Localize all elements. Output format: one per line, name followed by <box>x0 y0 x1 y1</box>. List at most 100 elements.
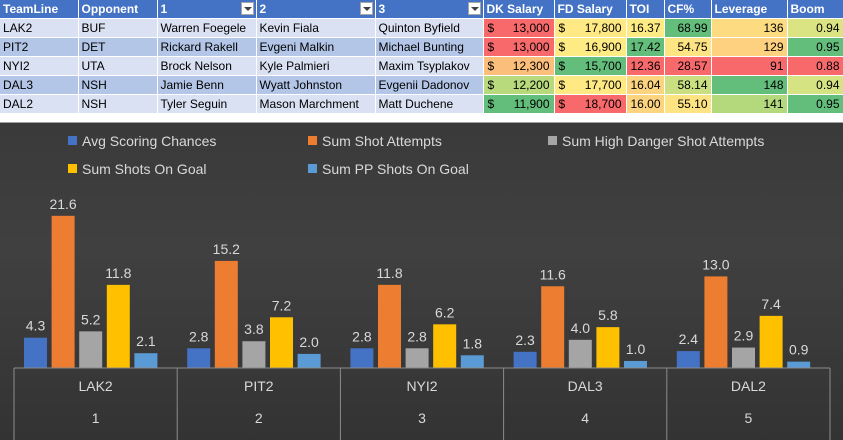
cell-boom[interactable]: 0.94 <box>787 75 843 95</box>
header-cf-pct[interactable]: CF% <box>664 0 712 19</box>
table-row[interactable]: PIT2 DET Rickard Rakell Evgeni Malkin Michae… <box>0 37 843 57</box>
cell-player-1[interactable]: Brock Nelson <box>157 56 257 76</box>
header-player-2[interactable]: 2 <box>256 0 376 19</box>
table-row[interactable]: DAL2 NSH Tyler Seguin Mason Marchment Matt D… <box>0 94 843 114</box>
cell-value: 13,000 <box>512 21 550 35</box>
cell-leverage[interactable]: 136 <box>711 18 788 38</box>
cell-opponent[interactable]: NSH <box>78 94 158 114</box>
cell-player-2[interactable]: Wyatt Johnston <box>256 75 376 95</box>
bar[interactable] <box>134 353 158 368</box>
cell-boom[interactable]: 0.95 <box>787 94 843 114</box>
cell-player-1[interactable]: Warren Foegele <box>157 18 257 38</box>
cell-player-1[interactable]: Tyler Seguin <box>157 94 257 114</box>
cell-boom[interactable]: 0.95 <box>787 37 843 57</box>
cell-teamline[interactable]: DAL2 <box>0 94 79 114</box>
filter-dropdown-icon[interactable] <box>240 2 254 15</box>
header-player-1[interactable]: 1 <box>157 0 257 19</box>
bar[interactable] <box>596 327 620 368</box>
cell-dk-salary[interactable]: $12,300 <box>483 56 555 76</box>
cell-fd-salary[interactable]: $18,700 <box>554 94 627 114</box>
cell-player-3[interactable]: Quinton Byfield <box>375 18 484 38</box>
cell-player-3[interactable]: Matt Duchene <box>375 94 484 114</box>
cell-toi[interactable]: 17.42 <box>626 37 665 57</box>
filter-dropdown-icon[interactable] <box>359 2 373 15</box>
cell-toi[interactable]: 12.36 <box>626 56 665 76</box>
bar[interactable] <box>242 341 266 368</box>
bar[interactable] <box>297 353 321 368</box>
cell-player-2[interactable]: Evgeni Malkin <box>256 37 376 57</box>
bar[interactable] <box>106 284 130 368</box>
cell-opponent[interactable]: NSH <box>78 75 158 95</box>
bar[interactable] <box>405 348 429 368</box>
bar[interactable] <box>79 331 103 368</box>
filter-dropdown-icon[interactable] <box>467 2 481 15</box>
cell-player-2[interactable]: Kyle Palmieri <box>256 56 376 76</box>
cell-player-3[interactable]: Maxim Tsyplakov <box>375 56 484 76</box>
cell-fd-salary[interactable]: $17,800 <box>554 18 627 38</box>
cell-leverage[interactable]: 129 <box>711 37 788 57</box>
bar[interactable] <box>460 355 484 368</box>
cell-opponent[interactable]: UTA <box>78 56 158 76</box>
bar[interactable] <box>187 348 211 368</box>
bar[interactable] <box>350 348 374 368</box>
cell-player-1[interactable]: Jamie Benn <box>157 75 257 95</box>
cell-cf-pct[interactable]: 68.99 <box>664 18 712 38</box>
cell-player-3[interactable]: Evgenii Dadonov <box>375 75 484 95</box>
cell-teamline[interactable]: PIT2 <box>0 37 79 57</box>
bar[interactable] <box>51 215 75 368</box>
cell-cf-pct[interactable]: 58.14 <box>664 75 712 95</box>
cell-cf-pct[interactable]: 28.57 <box>664 56 712 76</box>
cell-toi[interactable]: 16.00 <box>626 94 665 114</box>
cell-dk-salary[interactable]: $13,000 <box>483 18 555 38</box>
header-fd-salary[interactable]: FD Salary <box>554 0 627 19</box>
cell-leverage[interactable]: 141 <box>711 94 788 114</box>
cell-teamline[interactable]: NYI2 <box>0 56 79 76</box>
cell-dk-salary[interactable]: $11,900 <box>483 94 555 114</box>
cell-boom[interactable]: 0.88 <box>787 56 843 76</box>
header-dk-salary[interactable]: DK Salary <box>483 0 555 19</box>
bar[interactable] <box>676 351 700 368</box>
cell-cf-pct[interactable]: 55.10 <box>664 94 712 114</box>
bar[interactable] <box>24 337 47 368</box>
bar[interactable] <box>704 276 728 368</box>
header-boom[interactable]: Boom <box>787 0 843 19</box>
header-teamline[interactable]: TeamLine <box>0 0 79 19</box>
cell-cf-pct[interactable]: 54.75 <box>664 37 712 57</box>
cell-teamline[interactable]: DAL3 <box>0 75 79 95</box>
bar[interactable] <box>433 324 457 368</box>
cell-teamline[interactable]: LAK2 <box>0 18 79 38</box>
bar[interactable] <box>270 317 293 368</box>
bar[interactable] <box>759 315 783 368</box>
cell-fd-salary[interactable]: $16,900 <box>554 37 627 57</box>
cell-toi[interactable]: 16.04 <box>626 75 665 95</box>
bar[interactable] <box>732 347 755 368</box>
cell-dk-salary[interactable]: $12,200 <box>483 75 555 95</box>
bar[interactable] <box>513 351 537 368</box>
cell-player-1[interactable]: Rickard Rakell <box>157 37 257 57</box>
cell-player-2[interactable]: Kevin Fiala <box>256 18 376 38</box>
header-player-3[interactable]: 3 <box>375 0 484 19</box>
cell-player-2[interactable]: Mason Marchment <box>256 94 376 114</box>
bar[interactable] <box>787 361 811 368</box>
cell-fd-salary[interactable]: $17,700 <box>554 75 627 95</box>
cell-opponent[interactable]: BUF <box>78 18 158 38</box>
table-row[interactable]: DAL3 NSH Jamie Benn Wyatt Johnston Evgenii D… <box>0 75 843 95</box>
bar[interactable] <box>214 260 238 368</box>
cell-dk-salary[interactable]: $13,000 <box>483 37 555 57</box>
cell-opponent[interactable]: DET <box>78 37 158 57</box>
cell-leverage[interactable]: 148 <box>711 75 788 95</box>
header-toi[interactable]: TOI <box>626 0 665 19</box>
bar[interactable] <box>568 339 592 368</box>
cell-player-3[interactable]: Michael Bunting <box>375 37 484 57</box>
cell-boom[interactable]: 0.94 <box>787 18 843 38</box>
bar[interactable] <box>541 286 565 368</box>
bar[interactable] <box>378 284 401 368</box>
header-leverage[interactable]: Leverage <box>711 0 788 19</box>
cell-leverage[interactable]: 91 <box>711 56 788 76</box>
bar[interactable] <box>624 360 647 368</box>
cell-toi[interactable]: 16.37 <box>626 18 665 38</box>
cell-fd-salary[interactable]: $15,700 <box>554 56 627 76</box>
table-row[interactable]: LAK2 BUF Warren Foegele Kevin Fiala Quinton … <box>0 18 843 38</box>
header-opponent[interactable]: Opponent <box>78 0 158 19</box>
table-row[interactable]: NYI2 UTA Brock Nelson Kyle Palmieri Maxim Ts… <box>0 56 843 76</box>
